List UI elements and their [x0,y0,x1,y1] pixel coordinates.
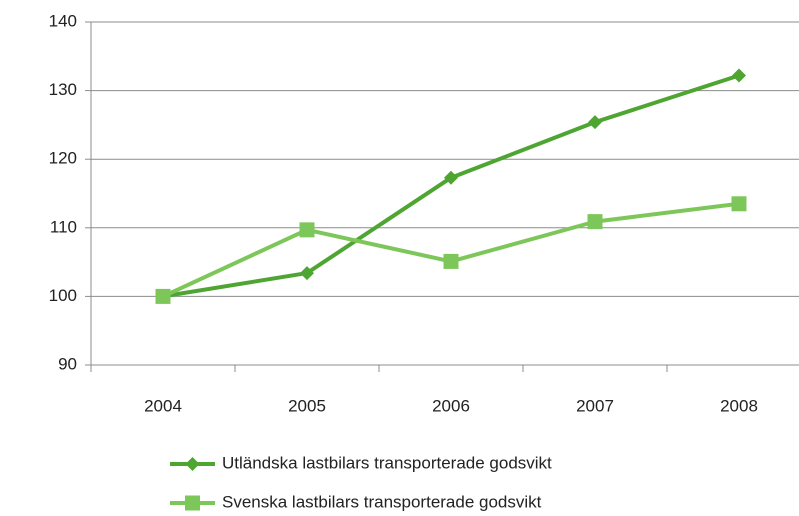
marker [300,266,314,281]
marker [588,115,602,130]
x-tick-label: 2008 [720,396,758,415]
marker [299,222,315,238]
marker [731,196,747,212]
marker [185,495,200,511]
marker [587,214,603,230]
x-tick-label: 2007 [576,396,614,415]
y-tick-label: 90 [58,354,77,373]
x-tick-label: 2006 [432,396,470,415]
x-tick-label: 2005 [288,396,326,415]
y-tick-label: 110 [50,217,77,236]
x-tick-label: 2004 [144,396,182,415]
marker [444,170,458,185]
y-tick-label: 130 [49,80,77,99]
marker [185,457,200,471]
marker [443,253,459,269]
y-tick-label: 140 [49,11,77,30]
marker [155,288,171,304]
marker [732,68,746,83]
legend-label: Utländska lastbilars transporterade gods… [222,453,552,472]
y-tick-label: 100 [49,286,77,305]
legend-label: Svenska lastbilars transporterade godsvi… [222,492,542,511]
y-tick-label: 120 [49,149,77,168]
